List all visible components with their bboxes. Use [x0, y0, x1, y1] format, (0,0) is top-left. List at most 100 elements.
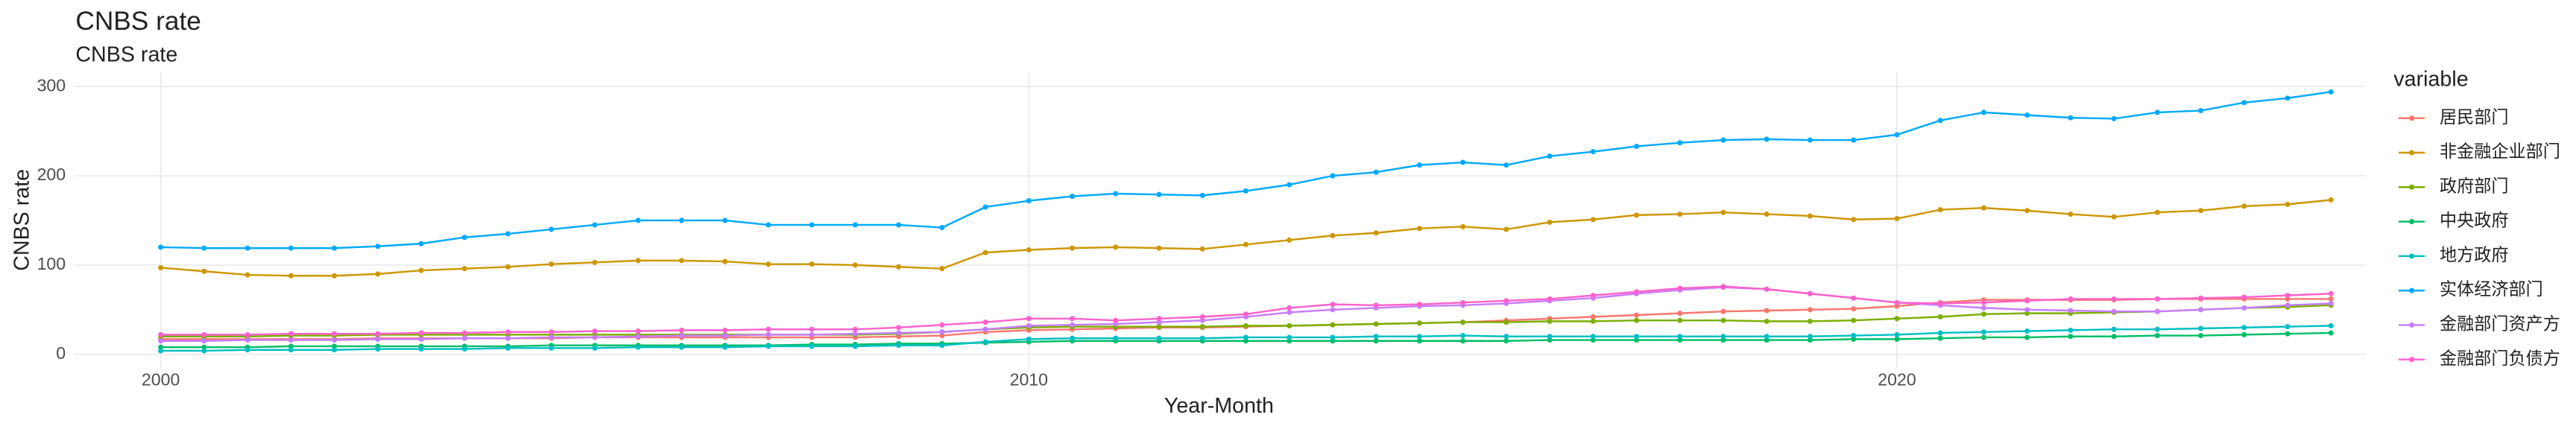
data-point [2328, 300, 2334, 306]
data-point [635, 217, 641, 223]
data-point [722, 258, 728, 264]
data-point [1416, 162, 1422, 168]
data-point [1156, 191, 1162, 197]
data-point [1764, 318, 1770, 324]
legend-key-dot [2409, 253, 2415, 259]
data-point [1330, 322, 1336, 328]
data-point [2024, 328, 2030, 334]
data-point [1937, 300, 1943, 306]
data-point [1199, 335, 1205, 341]
data-point [375, 331, 381, 337]
data-point [1026, 336, 1032, 342]
data-point [1330, 232, 1336, 238]
data-point [678, 258, 684, 264]
data-point [1503, 338, 1509, 344]
data-point [1807, 213, 1813, 219]
data-point [852, 262, 858, 268]
data-point [1373, 321, 1379, 327]
data-point [549, 345, 555, 351]
data-point [2111, 214, 2117, 220]
data-point [244, 347, 250, 353]
data-point [1894, 132, 1900, 138]
data-point [2111, 326, 2117, 332]
data-point [1677, 317, 1683, 323]
data-point [2111, 115, 2117, 121]
data-point [1851, 306, 1857, 312]
data-point [1851, 137, 1857, 143]
data-point [1980, 329, 1986, 335]
data-point [2024, 334, 2030, 340]
data-point [1980, 299, 1986, 305]
data-point [288, 331, 294, 337]
data-point [2328, 290, 2334, 296]
data-point [288, 273, 294, 279]
data-point [939, 322, 945, 328]
series-line [160, 199, 2332, 277]
data-point [1937, 335, 1943, 341]
data-point [375, 336, 381, 342]
data-point [1634, 312, 1640, 318]
data-point [765, 343, 771, 349]
data-point [1287, 305, 1292, 311]
data-point [1851, 333, 1857, 339]
data-point [418, 346, 424, 352]
data-point [982, 326, 988, 332]
x-tick-label: 2010 [1010, 369, 1048, 389]
data-point [1026, 322, 1032, 328]
data-point [201, 338, 207, 344]
data-point [1287, 334, 1292, 340]
data-point [896, 343, 902, 349]
data-point [592, 345, 598, 351]
data-point [1807, 307, 1813, 313]
data-point [244, 272, 250, 278]
data-point [2198, 295, 2204, 301]
data-point [1720, 334, 1726, 340]
legend-label: 居民部门 [2440, 107, 2509, 127]
data-point [2285, 324, 2291, 330]
data-point [1851, 217, 1857, 223]
legend-title: variable [2393, 68, 2468, 92]
data-point [332, 347, 338, 353]
data-point [1634, 317, 1640, 323]
data-point [1460, 333, 1466, 339]
data-point [678, 217, 684, 223]
data-point [896, 264, 902, 270]
data-point [939, 329, 945, 335]
data-point [1330, 307, 1336, 313]
data-point [1243, 322, 1248, 328]
data-point [765, 331, 771, 337]
data-point [678, 327, 684, 333]
data-point [1590, 217, 1596, 223]
data-point [1330, 173, 1336, 179]
data-point [1156, 245, 1162, 251]
data-point [2198, 333, 2204, 339]
data-point [1373, 334, 1379, 340]
data-point [809, 326, 815, 332]
y-axis-label: CNBS rate [10, 169, 34, 271]
data-point [2024, 208, 2030, 214]
data-point [809, 331, 815, 337]
data-point [418, 241, 424, 247]
data-point [1980, 311, 1986, 317]
data-point [2241, 325, 2247, 331]
data-point [1807, 318, 1813, 324]
data-point [1894, 331, 1900, 337]
data-point [1807, 334, 1813, 340]
data-point [1199, 324, 1205, 330]
legend-label: 政府部门 [2440, 176, 2509, 195]
data-point [201, 348, 207, 354]
data-point [1460, 223, 1466, 229]
data-point [635, 328, 641, 334]
data-point [896, 325, 902, 331]
data-point [1503, 298, 1509, 304]
data-point [635, 258, 641, 264]
data-point [1634, 334, 1640, 340]
data-point [1070, 335, 1076, 341]
data-point [2024, 307, 2030, 313]
data-point [201, 268, 207, 274]
data-point [1416, 302, 1422, 308]
data-point [1894, 299, 1900, 305]
data-point [1720, 137, 1726, 143]
data-point [1070, 316, 1076, 322]
